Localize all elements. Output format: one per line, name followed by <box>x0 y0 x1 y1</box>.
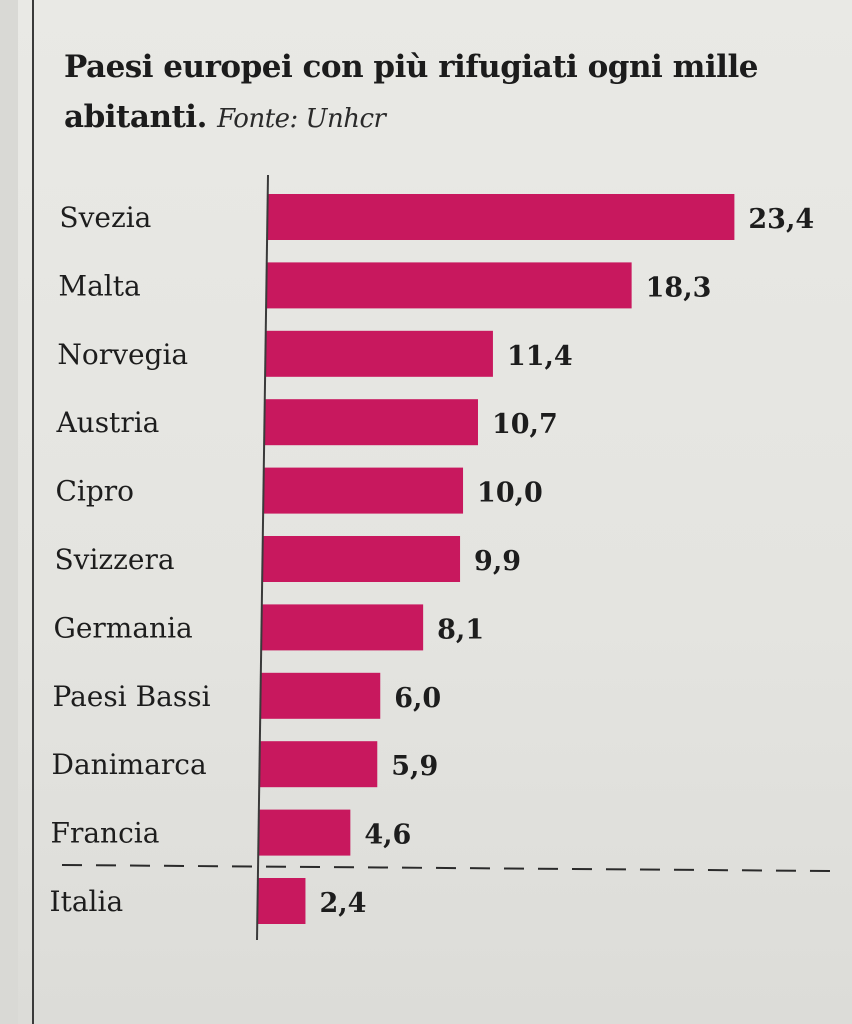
value-label: 23,4 <box>748 204 814 235</box>
bar <box>267 194 735 240</box>
bar <box>263 467 464 514</box>
category-label: Svezia <box>59 201 151 234</box>
value-label: 18,3 <box>646 272 712 303</box>
category-label: Norvegia <box>57 338 188 371</box>
category-label: Italia <box>50 885 124 918</box>
value-label: 9,9 <box>474 546 521 577</box>
y-axis-line <box>256 174 269 941</box>
value-label: 4,6 <box>364 820 411 851</box>
value-label: 6,0 <box>394 683 441 714</box>
category-label: Danimarca <box>52 748 207 781</box>
separator-dashed-line <box>61 864 831 872</box>
chart-source: Fonte: Unhcr <box>217 104 386 134</box>
category-label: Cipro <box>55 475 134 508</box>
value-label: 8,1 <box>437 614 484 645</box>
value-label: 11,4 <box>507 341 573 372</box>
value-label: 10,0 <box>477 478 543 509</box>
bar <box>264 399 478 446</box>
category-label: Malta <box>58 269 140 302</box>
value-label: 5,9 <box>391 751 438 782</box>
bar <box>261 604 424 651</box>
bar <box>259 741 378 788</box>
category-label: Austria <box>55 406 159 439</box>
bar <box>265 330 493 377</box>
bar <box>260 672 381 719</box>
category-label: Svizzera <box>54 543 174 576</box>
category-label: Germania <box>53 611 192 644</box>
value-label: 2,4 <box>319 888 366 919</box>
page-left-rule <box>32 0 34 1024</box>
chart-title-block: Paesi europei con più rifugiati ogni mil… <box>64 42 824 144</box>
bar <box>262 536 461 582</box>
bar <box>257 878 306 924</box>
bar <box>258 809 351 856</box>
category-label: Paesi Bassi <box>53 680 211 713</box>
chart-title: Paesi europei con più rifugiati ogni mil… <box>64 49 758 135</box>
value-label: 10,7 <box>492 409 558 440</box>
bar <box>266 262 632 309</box>
category-label: Francia <box>51 817 160 850</box>
